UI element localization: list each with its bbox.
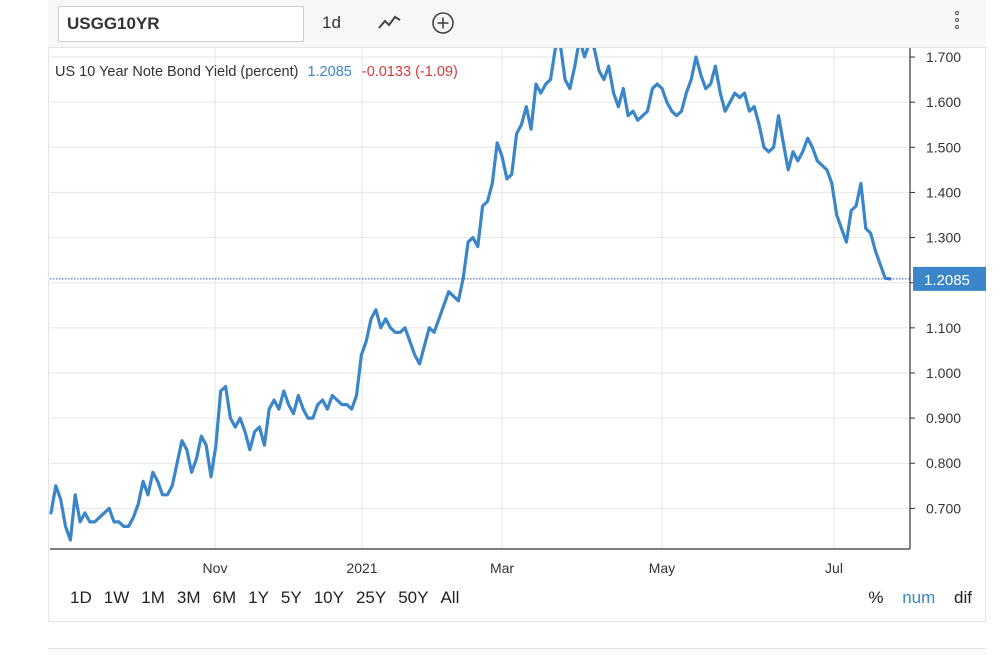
- kebab-menu-icon[interactable]: [952, 11, 962, 37]
- mode-num-button[interactable]: num: [902, 588, 936, 607]
- value-mode-selector: % num dif: [854, 588, 972, 608]
- range-button[interactable]: All: [440, 588, 460, 607]
- series-line: [49, 48, 892, 542]
- symbol-input[interactable]: USGG10YR: [58, 6, 304, 42]
- range-button[interactable]: 5Y: [280, 588, 302, 607]
- mode-dif-button[interactable]: dif: [954, 588, 972, 607]
- y-tick-label: 1.400: [926, 184, 961, 200]
- range-button[interactable]: 3M: [176, 588, 201, 607]
- y-tick-label: 0.800: [926, 455, 961, 471]
- x-tick-label: Mar: [490, 560, 514, 576]
- legend-last-value: 1.2085: [307, 64, 351, 80]
- x-axis: Nov 2021 Mar May Jul: [50, 548, 910, 576]
- range-button[interactable]: 1D: [70, 588, 92, 607]
- chart-toolbar: USGG10YR 1d: [48, 0, 986, 48]
- y-tick-label: 1.700: [926, 49, 961, 65]
- range-button[interactable]: 1M: [141, 588, 165, 607]
- legend: US 10 Year Note Bond Yield (percent) 1.2…: [55, 64, 458, 80]
- chart-area[interactable]: 0.7000.8000.9001.0001.1001.2001.3001.400…: [0, 48, 1006, 633]
- y-axis: 0.7000.8000.9001.0001.1001.2001.3001.400…: [909, 48, 961, 549]
- y-tick-label: 1.500: [926, 139, 961, 155]
- y-tick-label: 1.600: [926, 94, 961, 110]
- x-tick-label: Jul: [825, 560, 843, 576]
- last-value-label: 1.2085: [924, 272, 970, 289]
- plus-circle-icon[interactable]: [429, 9, 457, 37]
- x-tick-label: May: [649, 560, 675, 576]
- range-button[interactable]: 6M: [212, 588, 237, 607]
- interval-button[interactable]: 1d: [322, 13, 341, 32]
- chart-panel: [48, 0, 986, 622]
- y-tick-label: 1.000: [926, 365, 961, 381]
- range-selector: 1D 1W 1M 3M 6M 1Y 5Y 10Y 25Y 50Y All: [70, 588, 471, 608]
- mode-percent-button[interactable]: %: [868, 588, 884, 607]
- bottom-panel-edge: [48, 648, 986, 655]
- y-tick-label: 0.700: [926, 500, 961, 516]
- line-chart-icon[interactable]: [376, 9, 404, 37]
- range-button[interactable]: 1W: [103, 588, 130, 607]
- range-button[interactable]: 1Y: [248, 588, 269, 607]
- x-tick-label: Nov: [203, 560, 228, 576]
- legend-series-name: US 10 Year Note Bond Yield (percent): [55, 64, 298, 80]
- range-button[interactable]: 10Y: [313, 588, 344, 607]
- last-value-marker: 1.2085: [50, 266, 986, 291]
- x-tick-label: 2021: [346, 560, 377, 576]
- y-tick-label: 1.100: [926, 320, 961, 336]
- y-tick-label: 1.300: [926, 230, 961, 246]
- last-value-label-bg: [913, 266, 986, 291]
- range-button[interactable]: 25Y: [355, 588, 387, 607]
- legend-change: -0.0133 (-1.09): [362, 64, 458, 80]
- y-tick-label: 0.900: [926, 410, 961, 426]
- range-button[interactable]: 50Y: [398, 588, 429, 607]
